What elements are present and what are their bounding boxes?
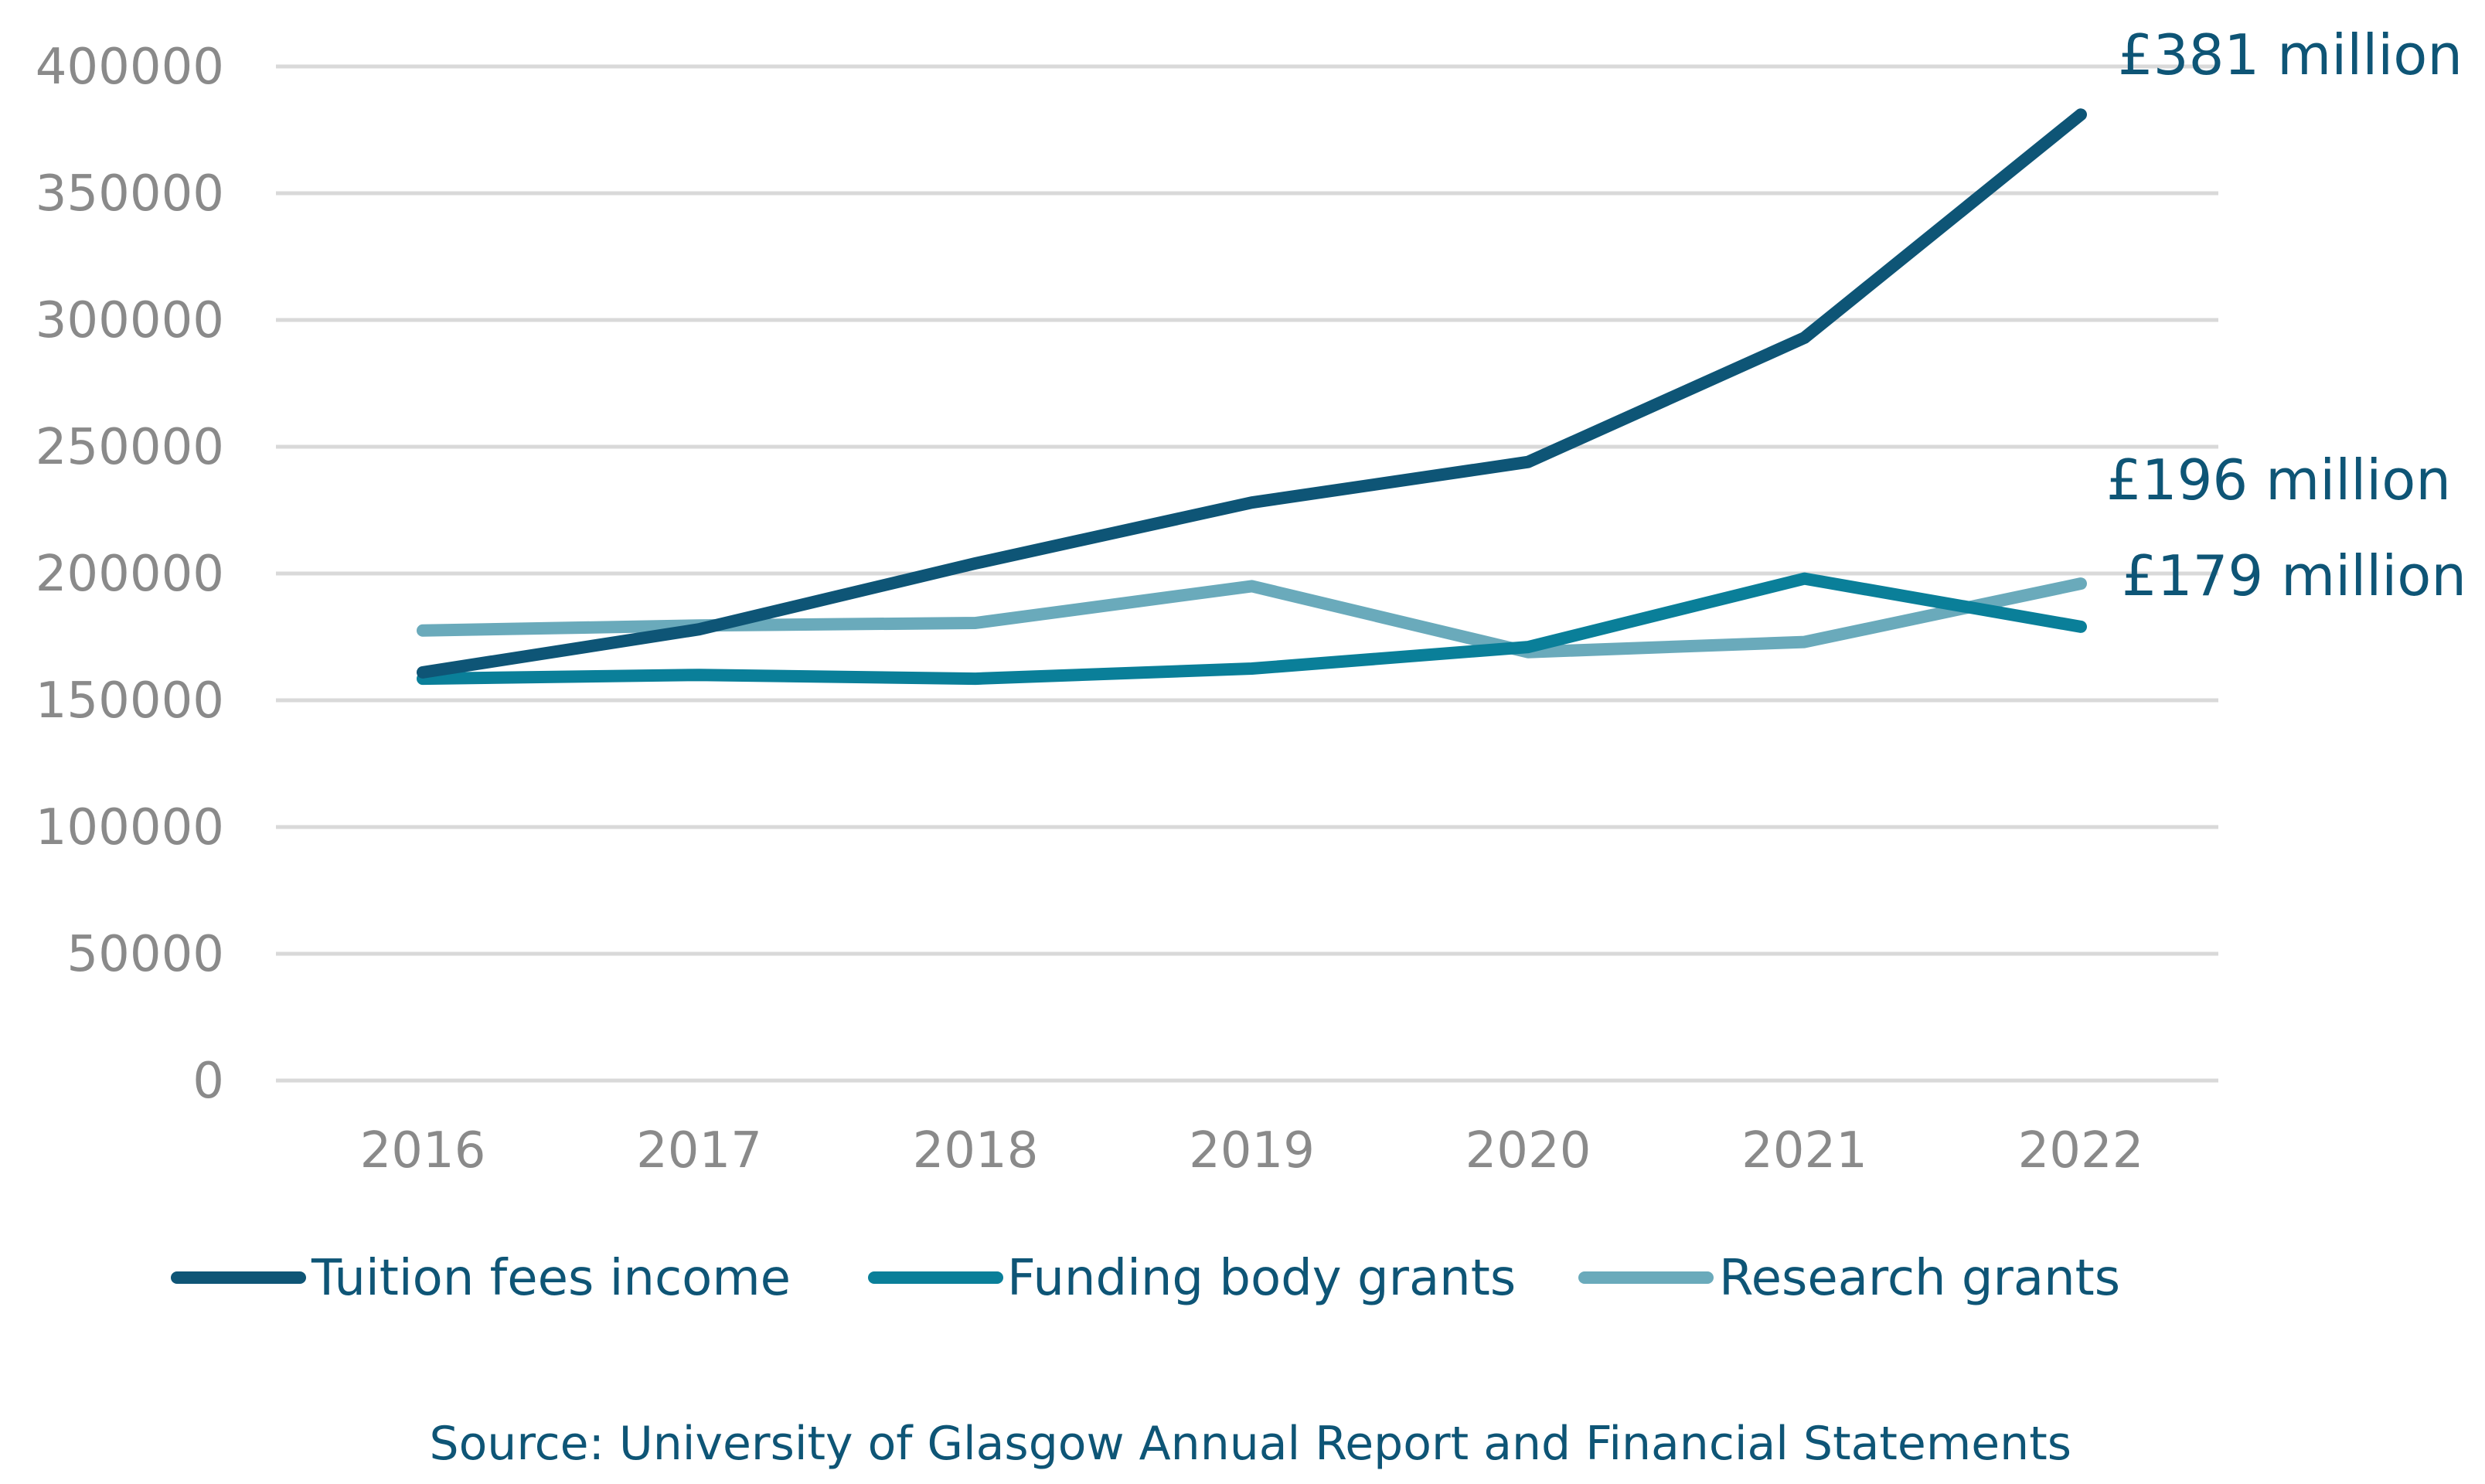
series-lines xyxy=(417,108,2087,686)
data-annotations: £381 million £196 million £179 million xyxy=(2106,22,2466,608)
series-line-funding-body-grants xyxy=(417,572,2087,686)
source-note: Source: University of Glasgow Annual Rep… xyxy=(430,1417,2072,1471)
y-axis-tick-labels: 0 50000 100000 150000 200000 250000 300000 3500… xyxy=(36,39,224,1110)
legend: Tuition fees income Funding body grants Re… xyxy=(171,1250,2120,1307)
annotation-research-grants: £196 million xyxy=(2106,448,2451,512)
y-tick-label-350000: 350000 xyxy=(36,165,224,223)
series-line-tuition-fees-income xyxy=(417,108,2087,679)
legend-label-tuition-fees-income: Tuition fees income xyxy=(311,1250,791,1307)
x-axis-tick-labels: 2016 2017 2018 2019 2020 2021 2022 xyxy=(360,1122,2144,1179)
x-tick-label-2016: 2016 xyxy=(360,1122,486,1179)
annotation-funding-body-grants: £179 million xyxy=(2122,543,2466,608)
annotation-tuition-fees-income: £381 million xyxy=(2118,22,2463,87)
y-tick-label-50000: 50000 xyxy=(66,926,224,983)
legend-label-funding-body-grants: Funding body grants xyxy=(1007,1250,1516,1307)
x-tick-label-2017: 2017 xyxy=(636,1122,762,1179)
x-tick-label-2018: 2018 xyxy=(913,1122,1039,1179)
series-line-research-grants xyxy=(417,577,2087,659)
x-tick-label-2020: 2020 xyxy=(1465,1122,1591,1179)
y-tick-label-200000: 200000 xyxy=(36,546,224,603)
legend-label-research-grants: Research grants xyxy=(1719,1250,2120,1307)
y-tick-label-300000: 300000 xyxy=(36,292,224,349)
y-tick-label-0: 0 xyxy=(192,1053,224,1110)
gridlines xyxy=(276,64,2218,1083)
y-tick-label-400000: 400000 xyxy=(36,39,224,96)
y-tick-label-250000: 250000 xyxy=(36,419,224,476)
x-tick-label-2022: 2022 xyxy=(2018,1122,2144,1179)
y-tick-label-100000: 100000 xyxy=(36,799,224,856)
x-tick-label-2019: 2019 xyxy=(1189,1122,1315,1179)
y-tick-label-150000: 150000 xyxy=(36,672,224,730)
x-tick-label-2021: 2021 xyxy=(1741,1122,1867,1179)
